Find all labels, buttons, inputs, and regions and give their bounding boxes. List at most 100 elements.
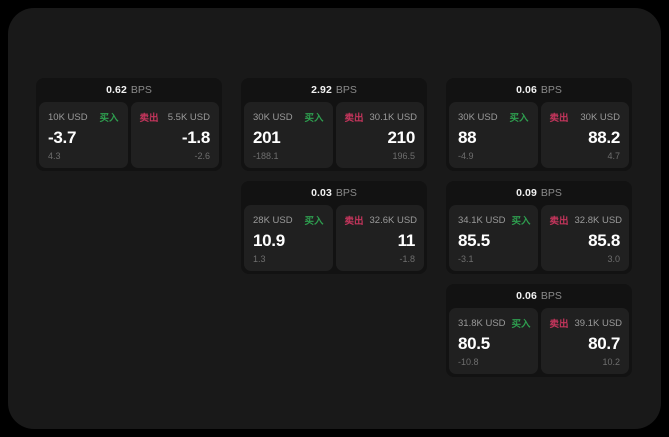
buy-tag: 买入 — [304, 216, 324, 227]
buy-amount-label: 34.1K USD — [458, 214, 506, 226]
bps-unit-label: BPS — [335, 84, 357, 96]
bps-value: 0.03 — [311, 187, 332, 199]
sell-amount-label: 5.5K USD — [167, 111, 210, 123]
bps-value: 0.62 — [106, 84, 127, 96]
card-sides: 30K USD 买入 201 -188.1 卖出 30.1K USD 210 — [241, 102, 427, 168]
sell-value: 88.2 — [588, 128, 620, 147]
buy-amount-label: 30K USD — [253, 111, 293, 123]
bps-unit-label: BPS — [130, 84, 152, 96]
quote-card[interactable]: 0.03 BPS 28K USD 买入 10.9 1.3 — [241, 181, 427, 274]
buy-value: 80.5 — [458, 334, 490, 353]
buy-header-row: 28K USD 买入 — [253, 213, 324, 228]
card-header: 2.92 BPS — [241, 78, 427, 102]
sell-footer-value: 10.2 — [602, 357, 620, 367]
sell-footer-value: 196.5 — [392, 151, 415, 161]
sell-amount-label: 32.8K USD — [574, 214, 623, 226]
buy-value: 85.5 — [458, 231, 490, 250]
buy-tag: 买入 — [511, 216, 531, 227]
sell-tag: 卖出 — [549, 319, 569, 330]
quote-column-1: 0.62 BPS 10K USD 买入 -3.7 4.3 — [36, 78, 222, 171]
bps-unit-label: BPS — [540, 84, 562, 96]
sell-header-row: 卖出 32.6K USD — [344, 213, 418, 228]
card-sides: 10K USD 买入 -3.7 4.3 卖出 5.5K USD -1.8 — [36, 102, 222, 168]
buy-value: 88 — [458, 128, 477, 147]
card-header: 0.06 BPS — [446, 78, 632, 102]
sell-value: 85.8 — [588, 231, 620, 250]
buy-value: 10.9 — [253, 231, 285, 250]
buy-footer-value: -188.1 — [253, 151, 279, 161]
card-sides: 30K USD 买入 88 -4.9 卖出 30K USD 88.2 — [446, 102, 632, 168]
card-sides: 28K USD 买入 10.9 1.3 卖出 32.6K USD 11 — [241, 205, 427, 271]
buy-footer-value: 4.3 — [48, 151, 61, 161]
quote-card[interactable]: 2.92 BPS 30K USD 买入 201 -188.1 — [241, 78, 427, 171]
buy-amount-label: 28K USD — [253, 214, 293, 226]
quote-column-3: 0.06 BPS 30K USD 买入 88 -4.9 — [446, 78, 632, 377]
sell-value: 210 — [387, 128, 416, 147]
sell-value: 80.7 — [588, 334, 620, 353]
sell-panel[interactable]: 卖出 30.1K USD 210 196.5 — [335, 102, 424, 168]
quote-card[interactable]: 0.62 BPS 10K USD 买入 -3.7 4.3 — [36, 78, 222, 171]
buy-tag: 买入 — [99, 113, 119, 124]
sell-panel[interactable]: 卖出 5.5K USD -1.8 -2.6 — [130, 102, 219, 168]
card-header: 0.03 BPS — [241, 181, 427, 205]
buy-header-row: 30K USD 买入 — [458, 110, 529, 125]
sell-value: 11 — [397, 231, 416, 250]
card-header: 0.62 BPS — [36, 78, 222, 102]
bps-unit-label: BPS — [335, 187, 357, 199]
sell-header-row: 卖出 32.8K USD — [549, 213, 623, 228]
sell-header-row: 卖出 30K USD — [549, 110, 621, 125]
sell-header-row: 卖出 39.1K USD — [549, 316, 623, 331]
sell-amount-label: 32.6K USD — [369, 214, 418, 226]
bps-value: 0.06 — [516, 84, 537, 96]
bps-value: 0.09 — [516, 187, 537, 199]
sell-tag: 卖出 — [549, 113, 569, 124]
sell-amount-label: 30K USD — [580, 111, 620, 123]
buy-footer-value: -3.1 — [458, 254, 474, 264]
quote-card[interactable]: 0.06 BPS 30K USD 买入 88 -4.9 — [446, 78, 632, 171]
sell-panel[interactable]: 卖出 32.8K USD 85.8 3.0 — [540, 205, 629, 271]
card-sides: 34.1K USD 买入 85.5 -3.1 卖出 32.8K USD 85. — [446, 205, 632, 271]
sell-tag: 卖出 — [549, 216, 569, 227]
sell-footer-value: -1.8 — [399, 254, 415, 264]
card-header: 0.09 BPS — [446, 181, 632, 205]
buy-panel[interactable]: 30K USD 买入 88 -4.9 — [449, 102, 538, 168]
sell-footer-value: -2.6 — [194, 151, 210, 161]
sell-panel[interactable]: 卖出 39.1K USD 80.7 10.2 — [540, 308, 629, 374]
quote-card[interactable]: 0.09 BPS 34.1K USD 买入 85.5 -3.1 — [446, 181, 632, 274]
sell-footer-value: 3.0 — [607, 254, 620, 264]
sell-panel[interactable]: 卖出 32.6K USD 11 -1.8 — [335, 205, 424, 271]
buy-header-row: 10K USD 买入 — [48, 110, 119, 125]
buy-header-row: 30K USD 买入 — [253, 110, 324, 125]
quote-card[interactable]: 0.06 BPS 31.8K USD 买入 80.5 -10.8 — [446, 284, 632, 377]
bps-value: 2.92 — [311, 84, 332, 96]
buy-tag: 买入 — [511, 319, 531, 330]
bps-value: 0.06 — [516, 290, 537, 302]
quote-card-grid: 0.62 BPS 10K USD 买入 -3.7 4.3 — [36, 78, 648, 377]
buy-footer-value: 1.3 — [253, 254, 266, 264]
buy-panel[interactable]: 28K USD 买入 10.9 1.3 — [244, 205, 333, 271]
card-sides: 31.8K USD 买入 80.5 -10.8 卖出 39.1K USD 80 — [446, 308, 632, 374]
bps-unit-label: BPS — [540, 290, 562, 302]
buy-panel[interactable]: 31.8K USD 买入 80.5 -10.8 — [449, 308, 538, 374]
sell-tag: 卖出 — [344, 216, 364, 227]
buy-panel[interactable]: 30K USD 买入 201 -188.1 — [244, 102, 333, 168]
sell-footer-value: 4.7 — [607, 151, 620, 161]
sell-amount-label: 30.1K USD — [369, 111, 418, 123]
buy-value: -3.7 — [48, 128, 77, 147]
sell-amount-label: 39.1K USD — [574, 317, 623, 329]
sell-panel[interactable]: 卖出 30K USD 88.2 4.7 — [540, 102, 629, 168]
buy-tag: 买入 — [509, 113, 529, 124]
buy-amount-label: 31.8K USD — [458, 317, 506, 329]
buy-footer-value: -4.9 — [458, 151, 474, 161]
card-header: 0.06 BPS — [446, 284, 632, 308]
buy-panel[interactable]: 10K USD 买入 -3.7 4.3 — [39, 102, 128, 168]
sell-header-row: 卖出 30.1K USD — [344, 110, 418, 125]
buy-amount-label: 10K USD — [48, 111, 88, 123]
bps-unit-label: BPS — [540, 187, 562, 199]
sell-tag: 卖出 — [139, 113, 159, 124]
buy-header-row: 31.8K USD 买入 — [458, 316, 531, 331]
sell-tag: 卖出 — [344, 113, 364, 124]
sell-header-row: 卖出 5.5K USD — [139, 110, 211, 125]
buy-panel[interactable]: 34.1K USD 买入 85.5 -3.1 — [449, 205, 538, 271]
